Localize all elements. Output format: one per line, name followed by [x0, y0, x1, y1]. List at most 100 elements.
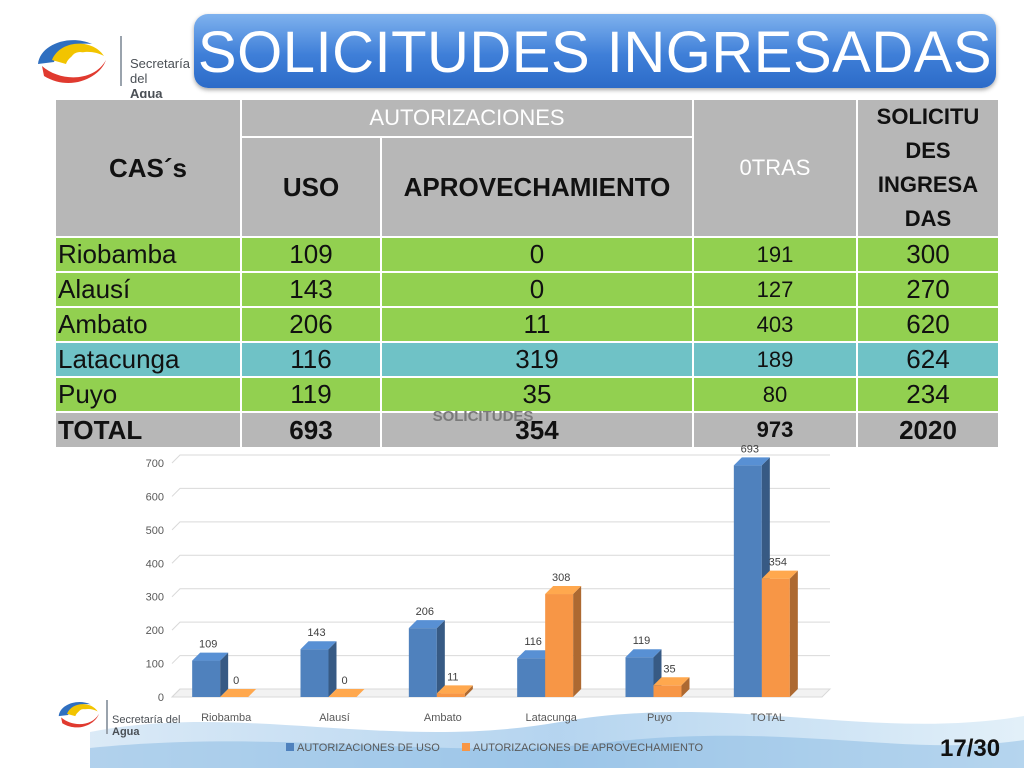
data-label: 0 — [233, 675, 239, 687]
secretaria-agua-logo: Secretaría del Agua — [30, 30, 190, 101]
bar-top — [328, 689, 365, 697]
bar-side — [220, 652, 229, 697]
bar-top — [653, 677, 690, 686]
data-label: 693 — [741, 443, 759, 455]
bar-front — [517, 658, 546, 697]
cell-aprov: 35 — [380, 376, 694, 413]
cell-cas: TOTAL — [54, 411, 242, 449]
page-title: SOLICITUDES INGRESADAS — [197, 20, 993, 85]
legend-swatch — [462, 743, 470, 751]
bar — [625, 649, 662, 697]
cell-uso: 116 — [240, 341, 382, 378]
logo-line1: Secretaría del — [130, 56, 190, 86]
cell-uso: 119 — [240, 376, 382, 413]
gridline — [171, 588, 830, 598]
title-banner: SOLICITUDES INGRESADAS — [194, 14, 996, 88]
y-tick-label: 700 — [146, 458, 164, 470]
page-number: 17/30 — [940, 735, 1001, 762]
bar-top — [220, 689, 257, 697]
cell-cas: Puyo — [54, 376, 242, 413]
chart-floor — [170, 688, 832, 698]
bar-front — [761, 578, 790, 697]
bar — [192, 652, 229, 697]
cell-otras: 189 — [692, 341, 858, 378]
cell-uso: 693 — [240, 411, 382, 449]
secretaria-agua-logo-footer: Secretaría del Agua — [54, 690, 194, 744]
x-tick-label: TOTAL — [751, 712, 785, 724]
bar-front — [653, 685, 682, 697]
cell-aprov: 0 — [380, 236, 694, 273]
data-label: 119 — [633, 635, 651, 647]
water-wave-decoration — [90, 712, 1024, 768]
bar — [220, 689, 257, 697]
data-label: 308 — [552, 572, 570, 584]
gridline — [171, 487, 830, 497]
header-solicitudes: SOLICITU DES INGRESA DAS — [856, 98, 1000, 238]
bar — [328, 689, 365, 697]
chart-y-axis: 0 100 200 300 400 500 600 700 — [146, 458, 164, 704]
table-row: Riobamba 109 0 191 300 — [54, 236, 1000, 273]
gridline — [171, 621, 830, 631]
cell-total: 624 — [856, 341, 1000, 378]
bar — [300, 641, 337, 697]
logo-text: Secretaría del Agua — [130, 56, 190, 101]
logo-line2: Agua — [112, 726, 140, 738]
cell-otras: 80 — [692, 376, 858, 413]
cell-aprov: 0 — [380, 271, 694, 308]
cell-uso: 206 — [240, 306, 382, 343]
data-label: 0 — [341, 675, 347, 687]
header-aprovechamiento: APROVECHAMIENTO — [380, 136, 694, 238]
table-row: Alausí 143 0 127 270 — [54, 271, 1000, 308]
bar-top — [436, 685, 473, 694]
bar-top — [300, 641, 337, 650]
bar — [408, 620, 445, 697]
header-otras: 0TRAS — [692, 98, 858, 238]
logo-line2: Agua — [130, 86, 163, 101]
logo-text: Secretaría del Agua — [112, 714, 180, 738]
cell-aprov: 354 — [380, 411, 694, 449]
bar-front — [733, 465, 762, 697]
bar-side — [464, 685, 473, 697]
chart-x-axis: Riobamba Alausí Ambato Latacunga Puyo TOTAL — [201, 712, 785, 724]
cell-aprov: 319 — [380, 341, 694, 378]
table-row: Ambato 206 11 403 620 — [54, 306, 1000, 343]
bar-side — [681, 677, 690, 697]
header-uso: USO — [240, 136, 382, 238]
data-label: 35 — [663, 663, 675, 675]
header-cas: CAS´s — [54, 98, 242, 238]
bar — [436, 685, 473, 697]
cell-cas: Latacunga — [54, 341, 242, 378]
bar-front — [436, 693, 465, 697]
cell-total: 620 — [856, 306, 1000, 343]
y-tick-label: 200 — [146, 625, 164, 637]
cell-uso: 143 — [240, 271, 382, 308]
bar-front — [545, 594, 574, 697]
cell-total: 300 — [856, 236, 1000, 273]
cell-aprov: 11 — [380, 306, 694, 343]
data-label: 109 — [199, 639, 217, 651]
logo-line1: Secretaría del — [112, 714, 181, 726]
data-label: 354 — [769, 557, 787, 569]
y-tick-label: 600 — [146, 491, 164, 503]
cell-otras: 973 — [692, 411, 858, 449]
chart-title: SOLICITUDES — [432, 408, 534, 425]
bar-top — [761, 570, 798, 579]
bar-front — [300, 649, 329, 697]
bar-side — [789, 570, 798, 697]
cell-otras: 403 — [692, 306, 858, 343]
cell-otras: 127 — [692, 271, 858, 308]
solicitudes-table: CAS´s AUTORIZACIONES 0TRAS SOLICITU DES … — [54, 98, 1000, 449]
bar-top — [517, 650, 554, 659]
gridline — [171, 655, 830, 664]
legend-swatch — [286, 743, 294, 751]
y-tick-label: 0 — [158, 692, 164, 704]
y-tick-label: 100 — [146, 659, 164, 671]
bar-front — [192, 660, 221, 697]
bar-top — [192, 652, 229, 661]
gridline — [171, 688, 830, 698]
chart-grid — [170, 454, 832, 698]
x-tick-label: Riobamba — [201, 712, 252, 724]
bar-front — [408, 628, 437, 697]
gridline — [171, 554, 830, 564]
bar — [761, 570, 798, 697]
